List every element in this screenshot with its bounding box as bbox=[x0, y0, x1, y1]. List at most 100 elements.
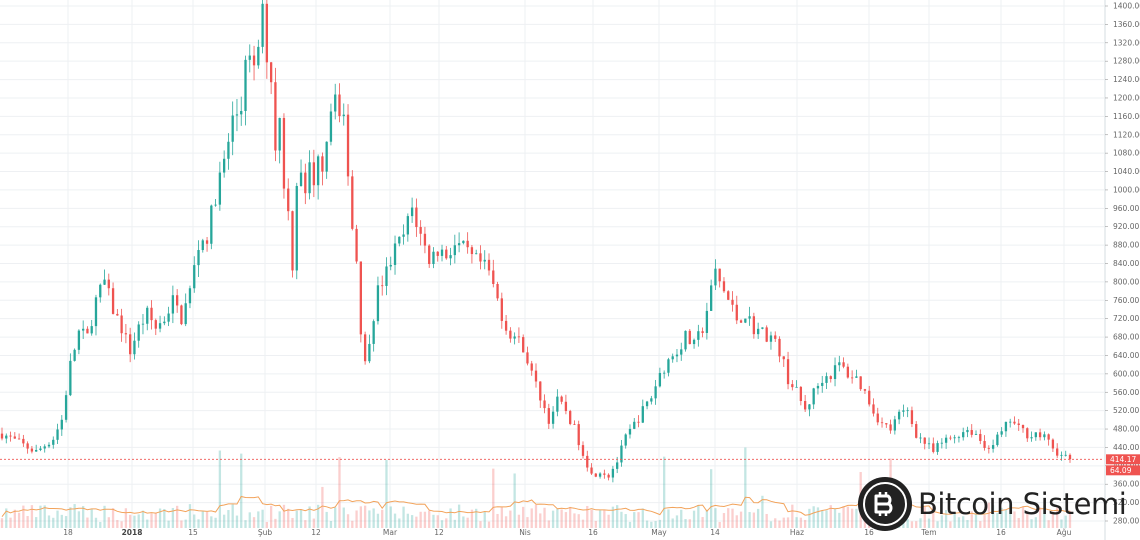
volume-bar bbox=[154, 512, 157, 528]
volume-bar bbox=[543, 507, 546, 528]
candle-body bbox=[176, 295, 179, 306]
candle-body bbox=[650, 398, 653, 402]
candle-body bbox=[667, 359, 670, 373]
candle-body bbox=[517, 336, 521, 338]
volume-bar bbox=[1047, 520, 1050, 528]
candle-body bbox=[167, 313, 170, 322]
candle-body bbox=[962, 432, 965, 438]
candle-body bbox=[82, 328, 85, 331]
volume-bar bbox=[351, 520, 354, 528]
candle-body bbox=[838, 362, 841, 366]
candle-body bbox=[483, 259, 486, 262]
candle-body bbox=[603, 473, 606, 475]
price-tick-label: 360.00 bbox=[1113, 480, 1139, 489]
volume-bar bbox=[410, 515, 414, 528]
volume-bar bbox=[607, 514, 610, 528]
volume-bar bbox=[52, 517, 55, 528]
volume-bar bbox=[402, 506, 405, 528]
candle-body bbox=[979, 433, 982, 441]
candle-body bbox=[60, 419, 63, 430]
volume-bar bbox=[727, 508, 730, 528]
candle-body bbox=[457, 243, 461, 246]
volume-bar bbox=[915, 521, 918, 528]
volume-bar bbox=[252, 517, 256, 528]
candle-body bbox=[334, 94, 337, 112]
volume-bar bbox=[257, 511, 260, 528]
candle-body bbox=[475, 253, 478, 255]
volume-bar bbox=[1060, 519, 1063, 528]
volume-bar bbox=[641, 508, 644, 528]
candle-body bbox=[1009, 421, 1012, 423]
volume-bar bbox=[244, 520, 247, 528]
candle-body bbox=[756, 328, 760, 335]
volume-bar bbox=[650, 521, 653, 528]
volume-bar bbox=[60, 514, 63, 528]
volume-bar bbox=[17, 512, 21, 528]
candle-body bbox=[504, 320, 508, 331]
volume-bar bbox=[812, 506, 815, 528]
volume-bar bbox=[312, 518, 316, 528]
candle-body bbox=[312, 162, 316, 186]
candle-body bbox=[17, 438, 21, 440]
volume-bar bbox=[731, 508, 734, 528]
candle-body bbox=[5, 435, 8, 439]
candle-body bbox=[291, 211, 294, 271]
candle-body bbox=[470, 247, 474, 255]
volume-bar bbox=[962, 516, 965, 528]
volume-bar bbox=[799, 517, 803, 528]
volume-bar bbox=[594, 520, 597, 528]
time-axis[interactable]: 18 2018 15 Şub 12 Mar 12 Nis 16 May 14 Haz 16 Tem 16 Ağ… bbox=[63, 528, 1071, 537]
volume-bar bbox=[936, 521, 939, 528]
candle-body bbox=[902, 410, 905, 412]
volume-bar bbox=[334, 507, 337, 528]
volume-bar bbox=[513, 473, 516, 528]
candle-body bbox=[111, 288, 115, 314]
candle-body bbox=[1068, 454, 1072, 460]
volume-bar bbox=[1064, 515, 1067, 528]
candle-body bbox=[808, 404, 811, 410]
candle-body bbox=[663, 372, 666, 374]
volume-bar bbox=[739, 511, 743, 528]
candle-body bbox=[577, 424, 580, 446]
volume-bar bbox=[944, 510, 948, 528]
volume-bar bbox=[111, 508, 115, 528]
candle-body bbox=[645, 401, 649, 407]
candle-body bbox=[748, 316, 751, 319]
volume-bar bbox=[556, 509, 559, 528]
volume-bar bbox=[782, 517, 785, 528]
volume-bar bbox=[778, 520, 781, 528]
volume-bar bbox=[718, 521, 721, 528]
time-tick-label: 15 bbox=[188, 528, 198, 537]
candle-body bbox=[530, 363, 533, 371]
volume-bar bbox=[269, 505, 273, 528]
volume-bar bbox=[987, 502, 990, 528]
candle-body bbox=[269, 62, 273, 83]
candle-body bbox=[22, 438, 25, 444]
candle-body bbox=[812, 388, 815, 405]
volume-bar bbox=[633, 512, 636, 528]
candle-body bbox=[1038, 432, 1042, 438]
candle-body bbox=[393, 243, 397, 265]
candle-body bbox=[129, 334, 132, 355]
candle-body bbox=[816, 385, 820, 389]
volume-bar bbox=[1038, 507, 1042, 528]
candle-body bbox=[398, 236, 401, 244]
volume-bar bbox=[756, 508, 760, 528]
volume-bar bbox=[850, 508, 854, 528]
candle-body bbox=[522, 337, 525, 353]
candle-body bbox=[556, 396, 559, 412]
candles bbox=[0, 0, 1072, 483]
volume-bar bbox=[509, 510, 512, 528]
candle-body bbox=[803, 401, 807, 410]
candle-body bbox=[974, 433, 978, 435]
candle-body bbox=[295, 185, 298, 271]
candle-body bbox=[821, 382, 824, 386]
candle-body bbox=[180, 305, 183, 325]
candle-body bbox=[987, 447, 990, 449]
candle-body bbox=[120, 315, 123, 334]
bitcoin-logo-icon bbox=[858, 477, 912, 531]
candle-body bbox=[791, 384, 794, 388]
candle-body bbox=[146, 307, 149, 324]
volume-bar bbox=[368, 510, 371, 528]
